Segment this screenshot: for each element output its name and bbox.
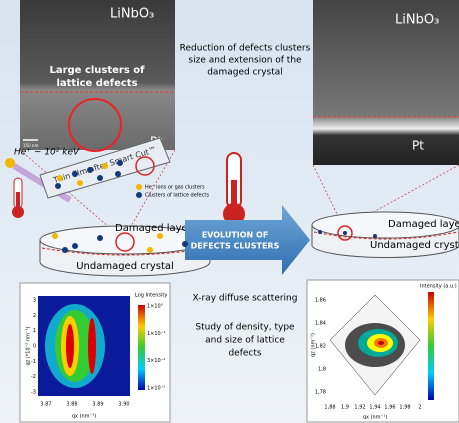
label: Large clusters of — [49, 65, 145, 76]
y-tick-label: -1 — [31, 359, 36, 365]
right-sample: Damaged layer Undamaged crystal — [311, 211, 459, 258]
right-map: Intensity (a.u.) qz (nm⁻¹) qx (nm⁻¹) — [306, 279, 459, 423]
defect — [62, 247, 68, 253]
arrow-label: EVOLUTION OF — [202, 231, 269, 240]
x-tick-label: 3.87 — [40, 402, 51, 408]
label: lattice defects — [56, 78, 137, 89]
x-tick-label: 1,96 — [384, 405, 395, 411]
y-tick-label: -3 — [31, 390, 36, 396]
defect — [72, 243, 78, 249]
x-tick-label: 1,92 — [354, 405, 365, 411]
x-tick-label: 3.89 — [92, 402, 103, 408]
x-tick-label: 1,94 — [369, 405, 380, 411]
defect — [72, 171, 78, 177]
axis-label: qx (nm⁻¹) — [72, 414, 96, 420]
colorbar-label: 1×10⁰ — [147, 304, 163, 310]
x-tick-label: 3.90 — [118, 402, 129, 408]
tem-right: LiNbO₃ Pt — [312, 0, 459, 226]
defect — [182, 241, 188, 247]
text-line: damaged crystal — [207, 68, 283, 78]
text-line: Reduction of defects clusters — [180, 44, 311, 54]
left-map: Log Intensity qz (*10⁻² nm⁻¹) qx (nm⁻¹) — [19, 282, 171, 423]
legend-entry: Clusters of lattice defects — [145, 193, 209, 199]
colorbar-label: 1×10⁻² — [147, 386, 165, 392]
axis-label: qx (nm⁻¹) — [363, 415, 387, 421]
scale-bar: 150 nm — [23, 143, 38, 148]
y-tick-label: 1,86 — [315, 298, 326, 304]
legend-entry: He⁺ ions or gas clusters — [145, 185, 205, 191]
y-tick-label: 1,8 — [318, 367, 326, 373]
y-tick-label: 0 — [33, 344, 36, 350]
y-tick-label: 3 — [33, 298, 36, 304]
x-tick-label: 1,88 — [324, 405, 335, 411]
arrow-label: DEFECTS CLUSTERS — [191, 242, 280, 251]
defect — [77, 180, 83, 186]
defect — [57, 175, 63, 181]
text-line: defects — [228, 349, 261, 359]
defect — [55, 183, 61, 189]
defect — [102, 163, 108, 169]
defect — [157, 233, 163, 239]
colorbar-title: Intensity (a.u.) — [420, 284, 457, 290]
defect — [115, 171, 121, 177]
left-sample: Damaged layer Undamaged crystal — [39, 223, 211, 277]
y-tick-label: 1,82 — [315, 344, 326, 350]
text-line: size and extension of the — [188, 56, 302, 66]
colorbar-title: Log Intensity — [135, 293, 167, 299]
layer-label: Damaged layer — [115, 223, 193, 234]
y-tick-label: 1,84 — [315, 321, 326, 327]
ion — [5, 158, 15, 168]
arrow: EVOLUTION OF DEFECTS CLUSTERS — [185, 205, 310, 275]
defect — [52, 233, 58, 239]
text-line: Study of density, type — [195, 323, 295, 333]
axis-label: qz (nm⁻¹) — [311, 333, 317, 357]
text-line: X-ray diffuse scattering — [193, 294, 298, 304]
y-tick-label: -2 — [31, 374, 36, 380]
tem-left: LiNbO₃ Large clusters of lattice defects… — [20, 0, 175, 152]
defect — [117, 160, 123, 166]
defect — [87, 167, 93, 173]
y-tick-label: 1 — [33, 328, 36, 334]
y-tick-label: 1,78 — [315, 390, 326, 396]
material: LiNbO₃ — [110, 7, 154, 22]
substrate: Pt — [412, 139, 424, 153]
x-tick-label: 1,98 — [399, 405, 410, 411]
defect — [147, 247, 153, 253]
x-tick-label: 3.88 — [66, 402, 77, 408]
axis-label: qz (*10⁻² nm⁻¹) — [26, 326, 32, 365]
x-tick-label: 1,9 — [341, 405, 349, 411]
colorbar-label: 1×10⁻¹ — [147, 331, 165, 337]
defect — [97, 175, 103, 181]
text-line: and size of lattice — [205, 336, 285, 346]
y-tick-label: 2 — [33, 313, 36, 319]
beam: He⁺ ~ 10² keV — [14, 148, 80, 158]
x-tick-label: 2 — [418, 405, 421, 411]
defect — [97, 235, 103, 241]
layer-label: Undamaged crystal — [370, 240, 459, 251]
thermometer — [223, 152, 245, 225]
colorbar-label: 3×10⁻² — [147, 358, 165, 364]
layer-label: Undamaged crystal — [76, 261, 174, 272]
material: LiNbO₃ — [395, 13, 439, 28]
thermometer — [12, 177, 24, 218]
layer-label: Damaged layer — [388, 219, 459, 230]
